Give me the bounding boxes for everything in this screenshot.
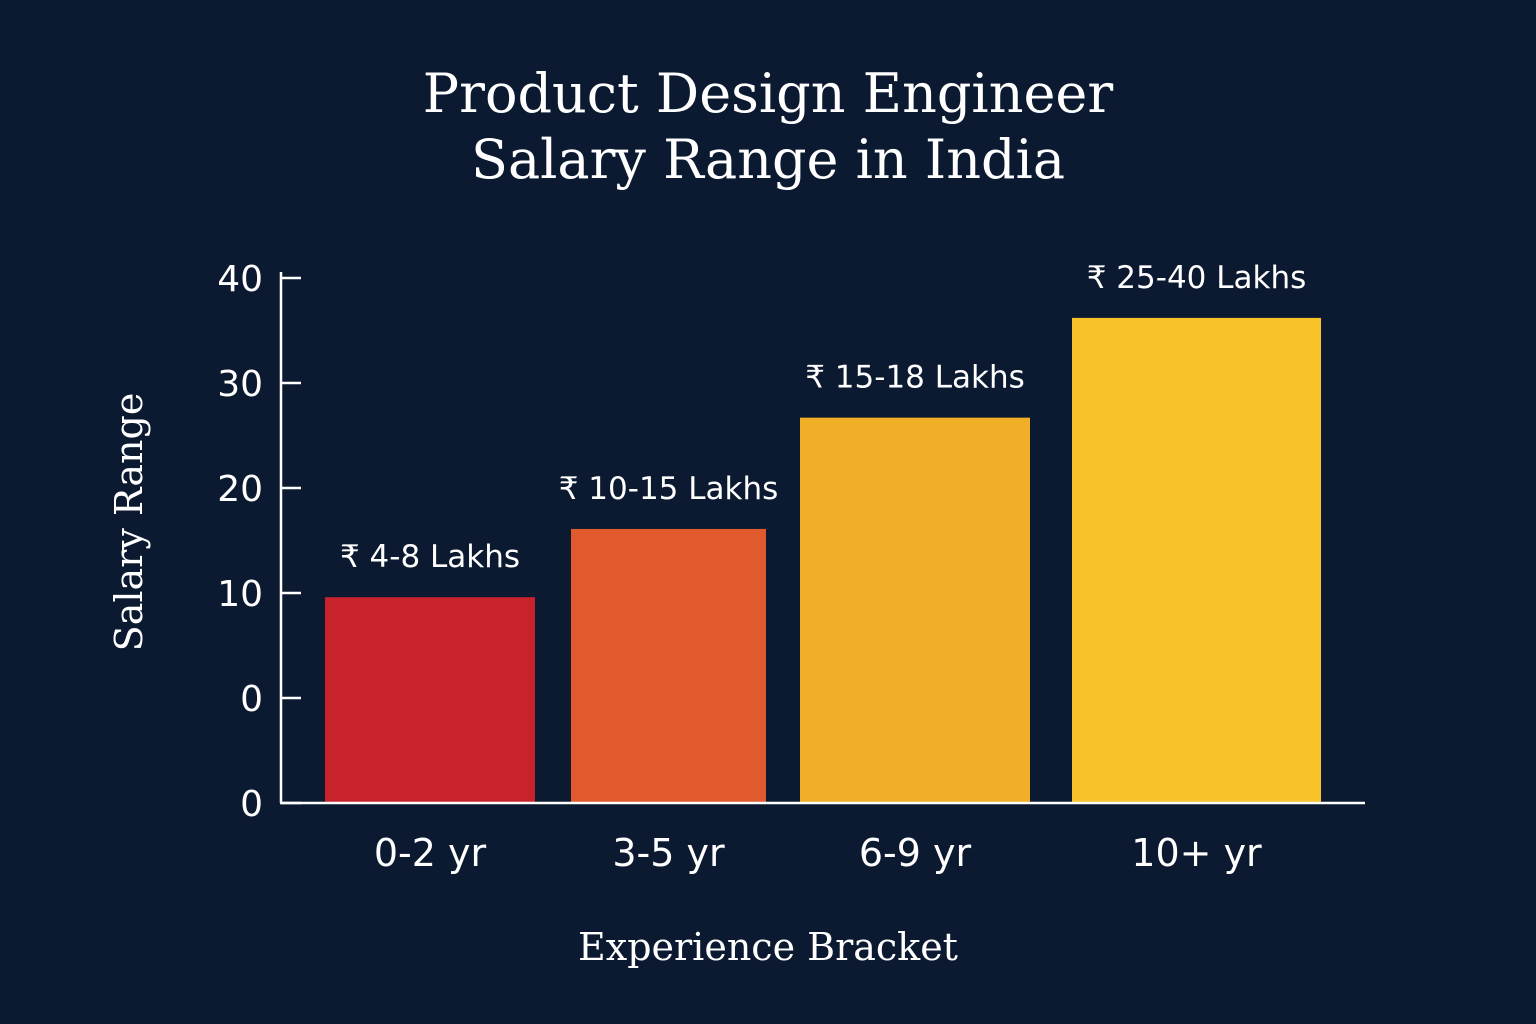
x-axis-label: Experience Bracket xyxy=(578,925,958,969)
bar-data-label-3: ₹ 15-18 Lakhs xyxy=(805,360,1025,396)
x-category-label-3: 6-9 yr xyxy=(859,831,972,875)
bar-4 xyxy=(1072,317,1321,803)
x-category-label-2: 3-5 yr xyxy=(612,831,725,875)
y-tick-label: 0 xyxy=(240,679,263,720)
bar-2 xyxy=(571,528,766,803)
bar-data-labels: ₹ 4-8 Lakhs ₹ 10-15 Lakhs ₹ 15-18 Lakhs ₹ 2… xyxy=(340,260,1306,575)
bar-1 xyxy=(325,597,535,803)
y-tick-label: 20 xyxy=(217,469,263,510)
y-tick-label: 10 xyxy=(217,574,263,615)
bar-data-label-4: ₹ 25-40 Lakhs xyxy=(1087,260,1307,296)
chart-title-line-1: Product Design Engineer xyxy=(423,62,1114,125)
bar-data-label-2: ₹ 10-15 Lakhs xyxy=(559,471,779,507)
chart-title: Product Design Engineer Salary Range in … xyxy=(423,62,1114,191)
y-axis-ticks: 40 30 20 10 0 0 xyxy=(217,259,301,825)
x-category-label-1: 0-2 yr xyxy=(374,831,487,875)
bar-3 xyxy=(800,417,1030,803)
chart-title-line-2: Salary Range in India xyxy=(471,128,1065,191)
y-axis-label: Salary Range xyxy=(107,393,151,652)
bar-data-label-1: ₹ 4-8 Lakhs xyxy=(340,539,520,575)
y-tick-label: 0 xyxy=(240,784,263,825)
y-tick-label: 30 xyxy=(217,364,263,405)
x-category-label-4: 10+ yr xyxy=(1131,831,1262,875)
x-axis-category-labels: 0-2 yr 3-5 yr 6-9 yr 10+ yr xyxy=(374,831,1262,875)
bars xyxy=(325,317,1321,803)
y-tick-label: 40 xyxy=(217,259,263,300)
